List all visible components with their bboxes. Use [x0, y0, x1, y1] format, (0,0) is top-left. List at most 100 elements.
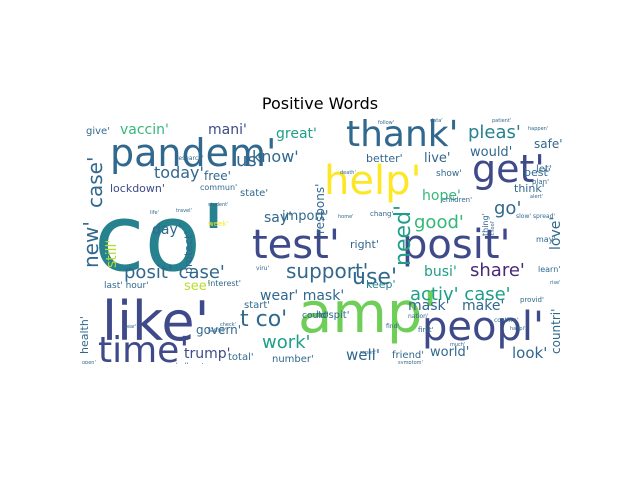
word-61: health' [80, 316, 91, 354]
word-16: case' [83, 157, 107, 208]
word-3: posit' [402, 222, 511, 268]
word-17: posit' case' [124, 262, 225, 283]
word-85: research' [176, 155, 204, 162]
word-38: still' [104, 240, 120, 268]
word-45: love' [548, 217, 564, 250]
word-101: report' [360, 350, 377, 356]
word-59: let' [536, 164, 552, 175]
word-0: co' [94, 185, 226, 292]
word-100: alert' [530, 194, 543, 200]
word-56: right' [350, 238, 379, 251]
word-92: data' [430, 118, 443, 124]
word-2: like' [102, 290, 209, 353]
word-71: commun' [200, 183, 237, 192]
word-99: home' [338, 214, 354, 220]
word-73: may' [536, 235, 556, 244]
word-9: pandem' [110, 131, 276, 175]
word-54: keep' [366, 278, 396, 291]
word-104: much' [450, 342, 465, 348]
word-34: mani' [208, 122, 247, 138]
word-41: import' [282, 209, 329, 224]
word-57: think' [514, 182, 545, 195]
word-13: support' [286, 259, 368, 283]
word-21: pleas' [468, 122, 521, 143]
word-25: know' [252, 147, 299, 166]
word-26: today' [154, 163, 204, 182]
word-89: viru' [256, 265, 269, 272]
word-28: mask' [408, 298, 449, 314]
word-15: new' [80, 221, 103, 268]
word-63: total' [228, 352, 254, 363]
word-44: world' [430, 345, 469, 360]
word-87: nation' [408, 313, 429, 320]
word-81: first' [418, 326, 434, 334]
word-108: rise' [550, 280, 561, 286]
word-48: see' [184, 279, 210, 294]
word-70: show' [436, 169, 462, 179]
word-24: go' [494, 198, 521, 219]
word-52: better' [366, 152, 403, 165]
word-14: need' [391, 205, 416, 266]
word-62: number' [272, 354, 314, 364]
word-106: symptom' [398, 360, 423, 364]
word-98: life' [150, 210, 159, 216]
word-66: state' [240, 188, 268, 199]
word-79: plan' [532, 178, 549, 186]
word-97: travel' [176, 208, 192, 214]
word-42: day' [152, 222, 182, 238]
word-74: learn' [538, 265, 560, 274]
word-37: say' [264, 210, 292, 226]
word-53: lockdown' [110, 182, 165, 195]
word-39: trump' [184, 346, 231, 362]
word-76: challeng' [172, 362, 204, 364]
word-68: last' hour' [104, 281, 149, 291]
word-72: thing' [481, 213, 490, 236]
word-103: happi' [510, 326, 525, 332]
word-77: children' [442, 196, 472, 204]
word-64: hospit' [316, 310, 349, 321]
word-86: famili' [208, 327, 227, 334]
word-20: good' [414, 212, 464, 233]
word-22: work' [262, 332, 311, 353]
word-58: best' [524, 166, 551, 179]
word-80: week' [208, 220, 228, 228]
word-33: vaccin' [120, 122, 169, 138]
word-96: year' [124, 324, 137, 330]
word-84: slow' spread' [516, 213, 555, 220]
word-94: happen' [528, 126, 548, 132]
word-8: get' [472, 147, 545, 191]
word-43: live' [424, 151, 451, 166]
word-49: respons' [313, 184, 327, 234]
word-105: death' [340, 170, 356, 176]
word-31: well' [346, 346, 380, 364]
word-46: countri' [549, 309, 563, 354]
word-78: chang' [370, 210, 393, 218]
wordcloud-canvas: co' amp' like' posit' test' peopl' help'thank'… [80, 118, 564, 364]
word-55: protect' [182, 232, 195, 274]
word-90: student' [208, 202, 229, 208]
word-102: school' [490, 221, 496, 238]
word-93: patient' [492, 118, 511, 124]
word-51: govern' [196, 323, 241, 337]
word-23: us' [236, 150, 262, 171]
word-107: open' [82, 360, 96, 364]
word-11: use' [352, 265, 397, 290]
word-91: follow' [378, 120, 394, 126]
word-50: free' [204, 169, 231, 183]
word-75: interest' [208, 279, 241, 288]
word-7: thank' [346, 118, 459, 155]
word-12: t co' [240, 307, 287, 332]
chart-title: Positive Words [261, 94, 379, 113]
word-83: continu' [494, 317, 518, 324]
word-60: start' [244, 300, 270, 311]
word-19: share' [470, 260, 525, 281]
word-82: provid' [520, 296, 544, 304]
word-65: friend' [392, 350, 424, 361]
word-47: safe' [534, 137, 563, 151]
word-4: test' [252, 222, 340, 268]
word-29: look' [512, 344, 547, 362]
word-67: give' [86, 126, 110, 137]
word-1: amp' [298, 281, 438, 346]
word-32: great' [276, 126, 317, 142]
